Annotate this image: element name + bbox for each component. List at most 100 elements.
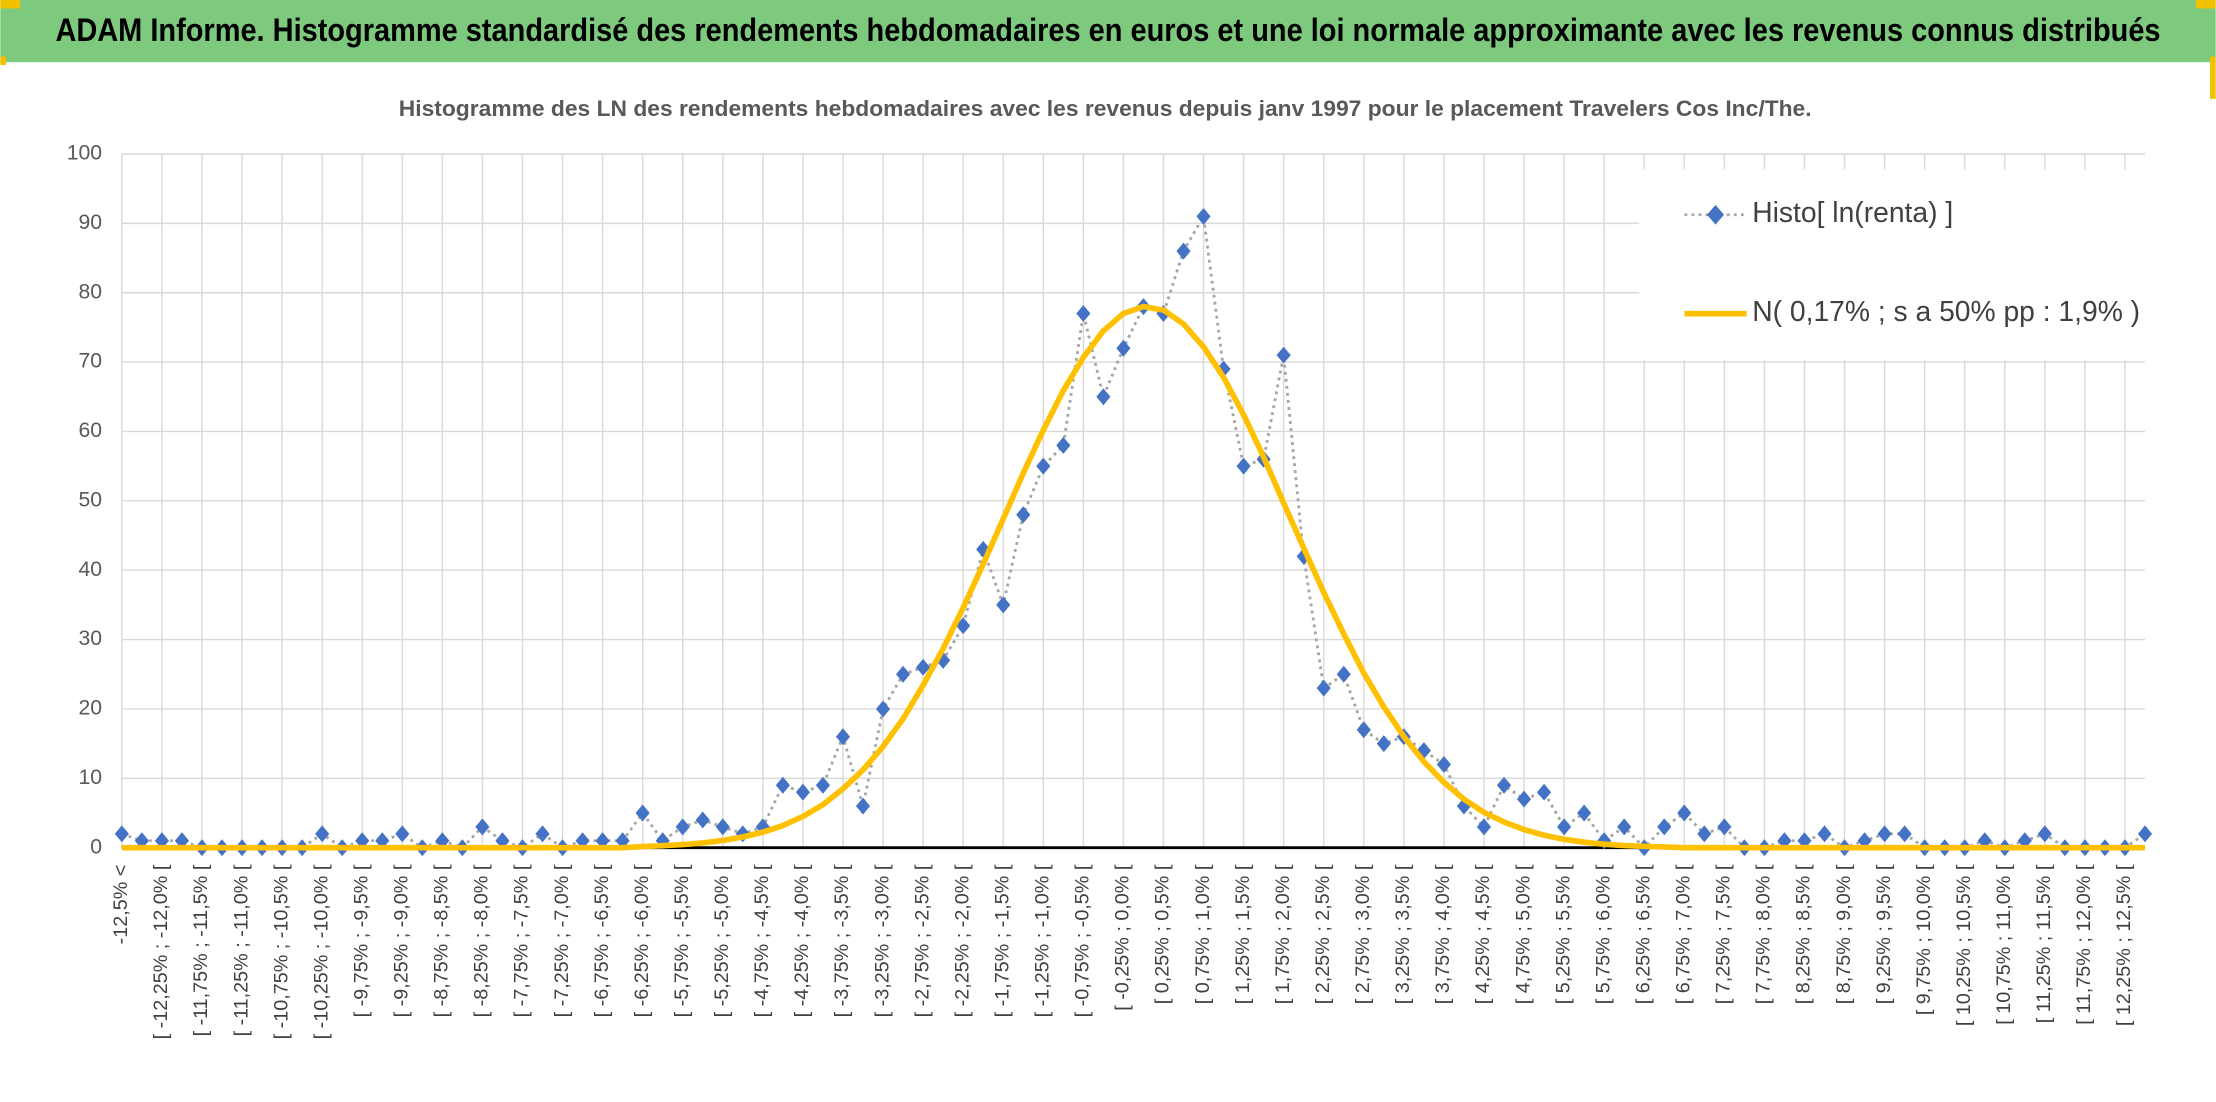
x-tick-label: [ -8,75% ; -8,5% [: [431, 864, 453, 1017]
y-tick-label: 50: [78, 488, 102, 511]
marker: [1056, 436, 1071, 454]
marker: [1877, 825, 1892, 843]
y-tick-label: 40: [78, 558, 102, 581]
x-tick-label: [ -10,25% ; -10,0% [: [310, 864, 332, 1039]
y-tick-label: 100: [67, 142, 102, 165]
marker: [855, 797, 871, 815]
x-tick-label: [ 2,25% ; 2,5% [: [1312, 864, 1334, 1004]
x-tick-label: [ 8,25% ; 8,5% [: [1793, 864, 1815, 1004]
x-tick-label: [ 4,75% ; 5,0% [: [1512, 864, 1534, 1004]
corner: [2210, 56, 2216, 99]
x-tick-label: [ -9,25% ; -9,0% [: [391, 864, 413, 1017]
x-tick-label: [ -7,75% ; -7,5% [: [511, 864, 533, 1017]
marker: [1577, 804, 1592, 822]
x-tick-label: [ -1,75% ; -1,5% [: [991, 864, 1013, 1017]
x-tick-label: [ 11,75% ; 12,0% [: [2073, 864, 2095, 1025]
marker: [1617, 818, 1632, 836]
marker: [956, 617, 971, 635]
normal-curve: [121, 303, 2146, 851]
x-tick-label: [ 11,25% ; 11,5% [: [2033, 864, 2055, 1023]
x-tick-label: [ -6,75% ; -6,5% [: [591, 864, 613, 1017]
x-tick-label: [ -6,25% ; -6,0% [: [631, 864, 653, 1017]
header-title: ADAM Informe. Histogramme standardisé de…: [55, 12, 2160, 48]
x-tick-label: [ -4,25% ; -4,0% [: [791, 864, 813, 1017]
x-tick-label: [ -2,25% ; -2,0% [: [951, 864, 973, 1017]
y-tick-label: 80: [78, 280, 102, 303]
x-tick-label: [ 1,75% ; 2,0% [: [1272, 864, 1294, 1004]
marker: [1496, 776, 1512, 794]
x-tick-label: [ -7,25% ; -7,0% [: [551, 864, 573, 1017]
x-tick-label: [ 3,25% ; 3,5% [: [1392, 864, 1414, 1004]
legend-label: N( 0,17% ; s a 50% pp : 1,9% ): [1752, 295, 2140, 327]
marker: [1036, 457, 1051, 475]
marker: [896, 665, 911, 683]
y-tick-label: 90: [78, 211, 102, 234]
x-tick-label: [ -3,75% ; -3,5% [: [831, 864, 853, 1017]
marker: [395, 825, 410, 843]
legend-marker: [1707, 204, 1724, 225]
y-tick-label: 60: [78, 419, 102, 442]
x-tick-label: [ 6,25% ; 6,5% [: [1632, 864, 1654, 1004]
x-tick-label: [ 4,25% ; 4,5% [: [1472, 864, 1494, 1004]
marker: [1196, 207, 1211, 225]
y-tick-label: 30: [78, 627, 102, 650]
marker: [996, 596, 1011, 614]
x-tick-label: [ 1,25% ; 1,5% [: [1232, 864, 1254, 1004]
legend-box: [1639, 169, 2146, 361]
marker: [1376, 735, 1391, 753]
x-tick-label: [ -9,75% ; -9,5% [: [350, 864, 372, 1017]
marker: [1436, 755, 1451, 773]
x-tick-label: [ 10,25% ; 10,5% [: [1953, 864, 1975, 1026]
x-tick-label: [ 7,25% ; 7,5% [: [1713, 864, 1735, 1004]
marker: [1537, 783, 1552, 801]
marker: [1016, 506, 1031, 524]
x-tick-label: [ 5,25% ; 5,5% [: [1552, 864, 1574, 1004]
marker: [916, 658, 931, 676]
x-tick-label: [ -2,75% ; -2,5% [: [911, 864, 933, 1017]
x-tick-label: [ 5,75% ; 6,0% [: [1592, 864, 1614, 1004]
marker: [535, 825, 550, 843]
y-tick-label: 0: [90, 835, 102, 858]
corner: [0, 0, 21, 9]
x-tick-label: [ -5,25% ; -5,0% [: [711, 864, 733, 1017]
marker: [775, 776, 790, 794]
y-tick-label: 70: [78, 350, 102, 373]
marker: [695, 811, 710, 829]
marker: [1817, 825, 1832, 843]
x-tick-label: [ -3,25% ; -3,0% [: [871, 864, 893, 1017]
x-tick-label: [ 9,75% ; 10,0% [: [1913, 864, 1935, 1015]
corner: [0, 56, 6, 65]
x-tick-label: [ 8,75% ; 9,0% [: [1833, 864, 1855, 1004]
x-tick-label: [ 9,25% ; 9,5% [: [1873, 864, 1895, 1004]
x-tick-label: [ 10,75% ; 11,0% [: [1993, 864, 2015, 1025]
x-tick-label: [ -0,25% ; 0,0% [: [1112, 864, 1134, 1011]
marker: [1076, 305, 1091, 323]
x-tick-label: [ 12,25% ; 12,5% [: [2113, 864, 2135, 1026]
marker: [1516, 790, 1532, 808]
x-tick-label: [ 0,25% ; 0,5% [: [1152, 864, 1174, 1004]
x-tick-label: [ -11,25% ; -11,0% [: [230, 864, 252, 1036]
marker: [1476, 818, 1492, 836]
marker: [1236, 457, 1251, 475]
marker: [1276, 346, 1291, 364]
marker: [795, 783, 810, 801]
y-tick-label: 10: [78, 766, 102, 789]
y-tick-label: 20: [78, 697, 102, 720]
marker: [1557, 818, 1572, 836]
marker: [875, 700, 891, 718]
marker: [1096, 388, 1111, 406]
x-tick-label: [ -5,75% ; -5,5% [: [671, 864, 693, 1017]
header-bar: [0, 0, 2216, 63]
corner: [2195, 0, 2216, 9]
x-tick-label: [ 0,75% ; 1,0% [: [1192, 864, 1214, 1004]
marker: [1717, 818, 1732, 836]
x-tick-label: [ 2,75% ; 3,0% [: [1352, 864, 1374, 1004]
marker: [835, 728, 851, 746]
x-tick-label: [ 7,75% ; 8,0% [: [1753, 864, 1775, 1004]
x-tick-label: [ -1,25% ; -1,0% [: [1032, 864, 1054, 1017]
x-tick-label: [ -11,75% ; -11,5% [: [190, 864, 212, 1036]
marker: [1677, 804, 1692, 822]
marker: [1657, 818, 1672, 836]
legend-label: Histo[ ln(renta) ]: [1752, 196, 1953, 228]
